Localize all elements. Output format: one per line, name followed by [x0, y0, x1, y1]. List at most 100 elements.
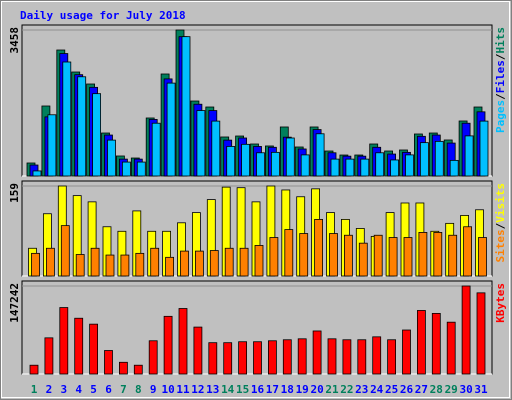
bar [75, 254, 85, 277]
x-tick-label: 17 [266, 383, 279, 396]
bar [387, 339, 397, 375]
x-tick-label: 12 [191, 383, 204, 396]
bar [256, 152, 265, 177]
bar [419, 142, 429, 177]
x-tick-label: 30 [459, 383, 472, 396]
bar [224, 247, 234, 277]
bar [133, 364, 143, 375]
bar [178, 308, 188, 375]
bar [358, 242, 368, 277]
legend-entry: Hits [494, 27, 507, 54]
x-tick-label: 6 [105, 383, 112, 396]
legend-entry: Pages [494, 100, 507, 133]
bar [208, 342, 218, 375]
bar [476, 292, 486, 375]
x-tick-label: 10 [161, 383, 174, 396]
bar [193, 326, 203, 375]
x-tick-label: 4 [75, 383, 82, 396]
bar [342, 339, 352, 375]
legend-entry: Sites [494, 229, 507, 262]
bar [105, 254, 115, 277]
bar [282, 339, 292, 375]
bar [329, 233, 338, 277]
bar [464, 135, 474, 177]
bar [223, 342, 233, 375]
bar [77, 76, 87, 177]
y-tick-label: 147242 [8, 283, 21, 323]
legend-entry: KBytes [494, 283, 507, 323]
bar [388, 237, 398, 277]
bar [89, 323, 98, 375]
bar [448, 234, 458, 277]
legend-entry: Files [494, 60, 507, 93]
bar [372, 336, 382, 375]
bar [312, 330, 322, 375]
x-tick-label: 16 [251, 383, 265, 396]
bar [181, 36, 191, 177]
x-tick-label: 5 [90, 383, 97, 396]
bar [343, 234, 353, 277]
x-tick-label: 2 [46, 383, 53, 396]
x-tick-label: 29 [445, 383, 458, 396]
x-tick-label: 15 [236, 383, 249, 396]
bar [74, 317, 84, 375]
bar [446, 321, 456, 375]
bar [211, 120, 221, 177]
bar [226, 146, 236, 177]
bar [136, 161, 146, 177]
bar [29, 364, 39, 375]
bar [209, 250, 219, 277]
legend-separator: / [494, 93, 507, 100]
x-tick-label: 13 [206, 383, 219, 396]
bar [107, 139, 116, 177]
bar [239, 247, 249, 277]
y-tick-label: 3458 [8, 27, 21, 54]
x-tick-label: 23 [355, 383, 368, 396]
bar [269, 237, 279, 277]
bar [119, 361, 128, 375]
bar [403, 237, 413, 277]
bar [151, 122, 161, 177]
x-tick-label: 19 [296, 383, 309, 396]
bar [434, 140, 444, 177]
x-tick-label: 7 [120, 383, 127, 396]
y-tick-label: 159 [8, 183, 21, 203]
x-tick-label: 11 [176, 383, 190, 396]
bar [449, 159, 459, 177]
bar [59, 307, 69, 375]
bar [418, 232, 428, 277]
bar [405, 154, 414, 177]
x-tick-label: 20 [310, 383, 323, 396]
bar [241, 143, 251, 177]
bar [194, 250, 204, 277]
x-tick-label: 18 [281, 383, 294, 396]
bar [165, 256, 175, 277]
bar [373, 234, 383, 277]
bar [238, 341, 248, 375]
bar [390, 159, 400, 177]
bar [46, 247, 55, 277]
bar [357, 339, 367, 375]
x-tick-label: 1 [31, 383, 38, 396]
bar [433, 232, 443, 277]
bar [122, 161, 131, 177]
bar [299, 233, 309, 277]
bar [120, 254, 130, 277]
bar [180, 250, 189, 277]
x-tick-label: 26 [400, 383, 414, 396]
bar [300, 154, 310, 177]
legend-separator: / [494, 53, 507, 60]
legend-separator: / [494, 222, 507, 229]
bar [478, 237, 487, 277]
x-tick-label: 25 [385, 383, 398, 396]
bar [431, 312, 441, 375]
legend: KBytes [494, 283, 507, 323]
legend: Pages/Files/Hits [494, 27, 507, 133]
bar [196, 110, 206, 177]
bar [284, 229, 294, 277]
legend-entry: Visits [494, 183, 507, 223]
bar [44, 337, 54, 375]
bar [104, 350, 113, 375]
bar [375, 152, 385, 177]
